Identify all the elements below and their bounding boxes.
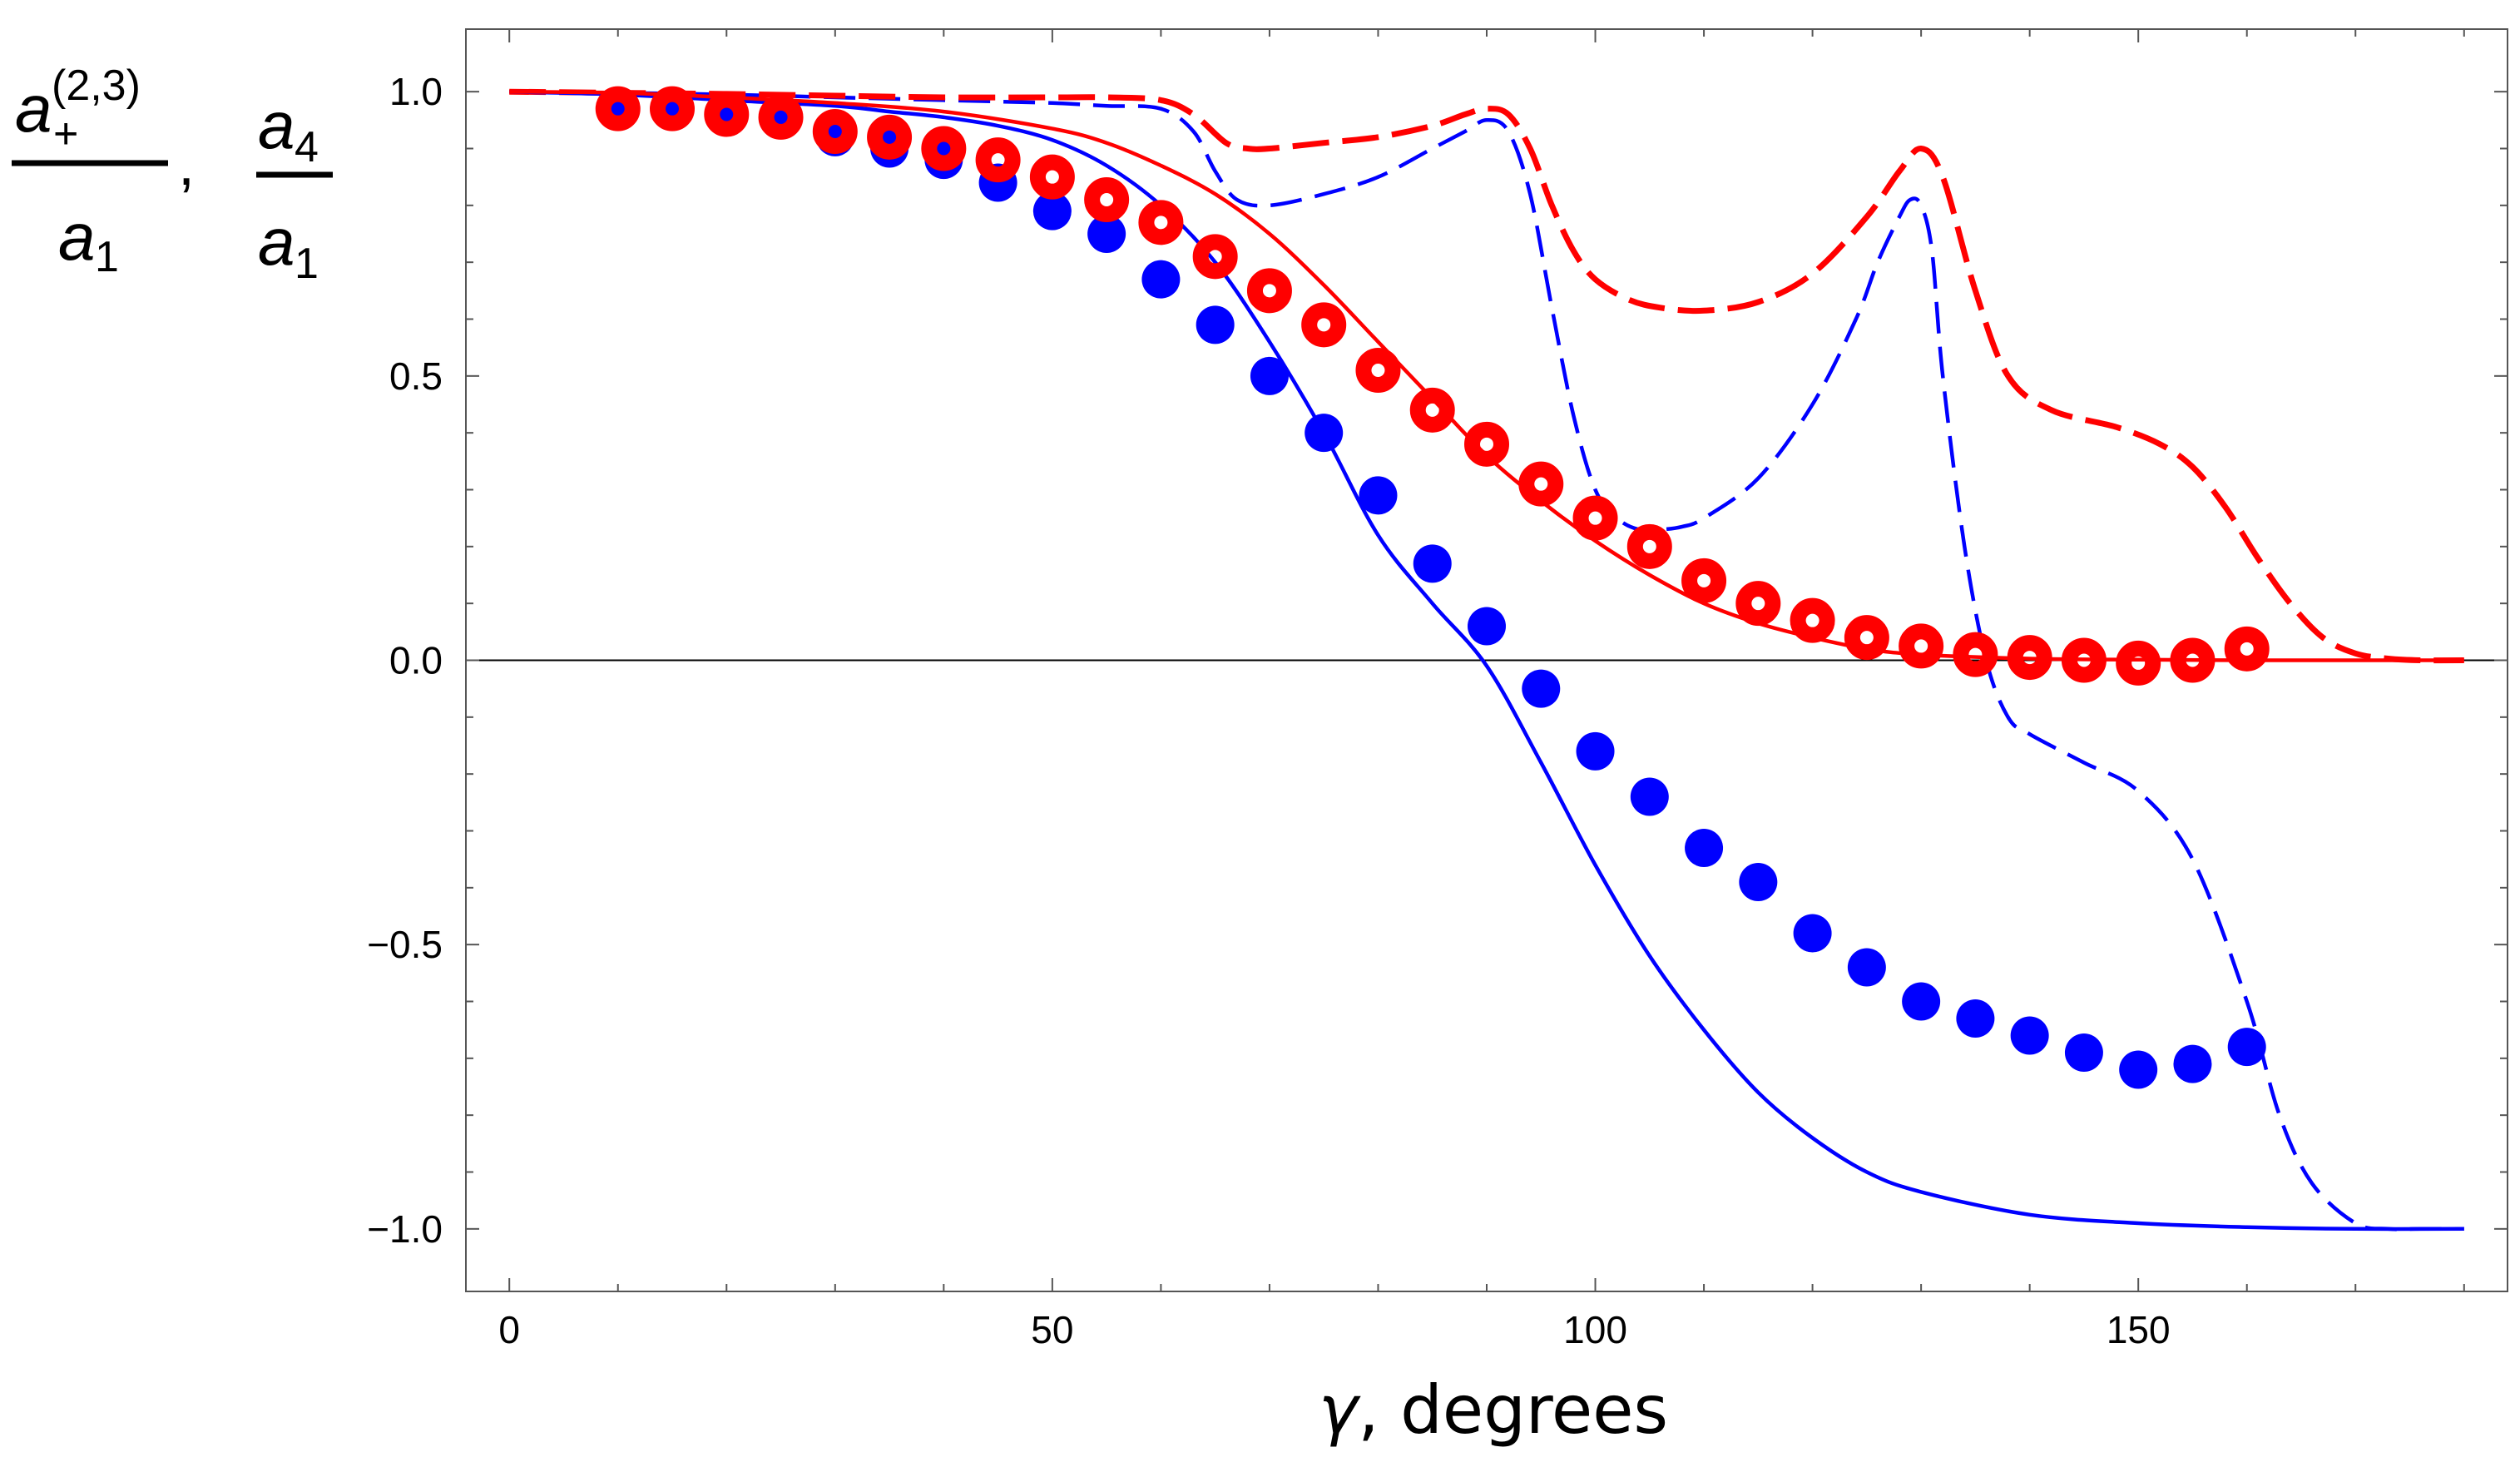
- marker-red-rings: [812, 109, 858, 154]
- ylabel-left-den-var: a: [58, 200, 96, 274]
- marker-red-rings: [2061, 637, 2107, 683]
- marker-blue-circles: [1468, 607, 1506, 646]
- ylabel-right-den-var: a: [258, 205, 295, 279]
- marker-red-rings: [2116, 640, 2161, 686]
- x-axis-title: γ, degrees: [1319, 1371, 1668, 1449]
- marker-layer: [595, 86, 2270, 1089]
- marker-red-rings: [1301, 302, 1347, 348]
- ylabel-right-den-sub: 1: [295, 240, 319, 288]
- marker-red-rings: [1029, 154, 1075, 200]
- ylabel-left-den-sub: 1: [95, 233, 119, 281]
- marker-red-rings: [650, 86, 696, 131]
- series-red-solid: [509, 89, 2464, 662]
- marker-blue-circles: [1305, 414, 1344, 453]
- marker-red-rings: [1735, 581, 1781, 627]
- marker-blue-circles: [1956, 999, 1995, 1038]
- y-tick-label: 0.5: [389, 354, 443, 398]
- marker-blue-circles: [2064, 1033, 2103, 1072]
- ylabel-left-sup: (2,3): [52, 62, 141, 110]
- marker-red-rings: [1790, 597, 1835, 643]
- marker-blue-circles: [1359, 476, 1398, 515]
- marker-blue-circles: [1847, 948, 1886, 987]
- marker-red-rings: [595, 86, 641, 131]
- marker-red-rings: [704, 92, 750, 137]
- ylabel-right-var: a: [258, 88, 295, 162]
- marker-red-rings: [1464, 421, 1509, 467]
- marker-red-rings: [1572, 495, 1618, 541]
- marker-blue-circles: [1522, 669, 1561, 708]
- marker-blue-circles: [1032, 191, 1072, 230]
- marker-red-rings: [1355, 348, 1401, 393]
- marker-red-rings: [1084, 177, 1130, 222]
- x-axis-unit: , degrees: [1358, 1371, 1668, 1449]
- y-tick-label: −0.5: [367, 923, 443, 966]
- x-tick-label: 50: [1031, 1308, 1073, 1351]
- marker-red-rings: [2170, 637, 2216, 683]
- marker-red-rings: [1409, 387, 1455, 433]
- ylabel-left-var: a: [15, 72, 52, 146]
- marker-red-rings: [1844, 615, 1889, 661]
- ylabel-separator: ,: [178, 131, 195, 198]
- marker-blue-circles: [1250, 356, 1289, 395]
- axis-ticks: [466, 29, 2508, 1291]
- ylabel-right-sub: 4: [295, 123, 319, 171]
- marker-red-rings: [1953, 632, 1998, 677]
- marker-red-rings: [867, 114, 913, 160]
- y-tick-label: 0.0: [389, 639, 443, 682]
- marker-red-rings: [2224, 626, 2270, 672]
- tick-labels: 0 50 100 150 1.0 0.5 0.0 −0.5 −1.0: [367, 70, 2170, 1351]
- marker-blue-circles: [2227, 1028, 2266, 1067]
- marker-red-rings: [758, 94, 804, 140]
- y-axis-label-right: a 4 a 1: [256, 88, 333, 288]
- marker-blue-circles: [1902, 982, 1941, 1021]
- x-tick-label: 150: [2107, 1308, 2171, 1351]
- x-tick-label: 0: [498, 1308, 520, 1351]
- marker-blue-circles: [1087, 215, 1126, 253]
- marker-red-rings: [1626, 523, 1672, 569]
- marker-blue-circles: [2010, 1016, 2049, 1055]
- y-tick-label: 1.0: [389, 70, 443, 113]
- marker-blue-circles: [1141, 260, 1181, 299]
- marker-blue-circles: [1196, 305, 1235, 344]
- series-red-dashed: [509, 88, 2464, 664]
- marker-red-rings: [1138, 200, 1184, 245]
- marker-blue-circles: [2173, 1044, 2212, 1083]
- marker-red-rings: [1899, 623, 1944, 669]
- marker-blue-circles: [1576, 731, 1615, 771]
- marker-blue-circles: [1685, 829, 1724, 867]
- series-blue-dashed: [509, 89, 2464, 1232]
- marker-red-rings: [1681, 558, 1727, 603]
- marker-blue-circles: [1630, 777, 1669, 816]
- x-axis-symbol: γ: [1319, 1371, 1361, 1449]
- series-blue-solid: [509, 89, 2464, 1232]
- y-axis-label-left: a (2,3) + a 1 ,: [12, 62, 195, 281]
- marker-blue-circles: [1413, 544, 1452, 583]
- marker-red-rings: [1192, 234, 1238, 280]
- marker-blue-circles: [2119, 1050, 2158, 1089]
- y-tick-label: −1.0: [367, 1207, 443, 1251]
- marker-red-rings: [1518, 461, 1564, 507]
- marker-blue-circles: [1793, 914, 1832, 953]
- marker-red-rings: [2007, 635, 2052, 681]
- marker-red-rings: [921, 126, 967, 171]
- marker-red-rings: [975, 137, 1021, 183]
- marker-red-rings: [1246, 268, 1292, 314]
- marker-blue-circles: [1739, 863, 1778, 901]
- ylabel-left-sub: +: [53, 110, 78, 158]
- x-tick-label: 100: [1563, 1308, 1627, 1351]
